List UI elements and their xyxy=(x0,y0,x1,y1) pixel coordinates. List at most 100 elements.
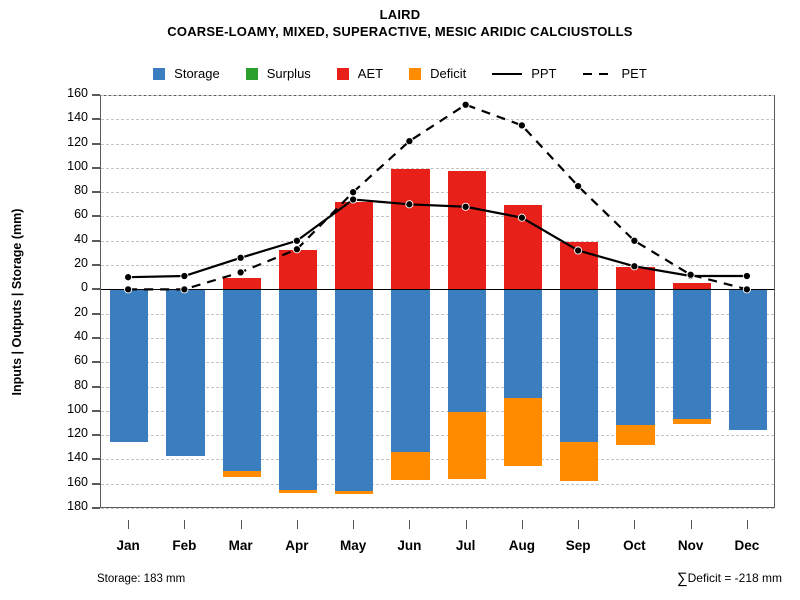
bar-deficit-may xyxy=(335,490,374,495)
bar-aet-aug xyxy=(503,205,542,291)
y-axis-tick xyxy=(92,118,100,121)
x-axis-tick xyxy=(296,520,298,529)
bar-storage-oct xyxy=(616,290,655,426)
bar-storage-jul xyxy=(447,290,486,412)
bar-deficit-jun xyxy=(391,451,430,480)
y-axis-title: Inputs | Outputs | Storage (mm) xyxy=(10,208,24,396)
y-axis-tick-label: 160 xyxy=(67,474,88,489)
y-axis-tick xyxy=(92,264,100,267)
bar-deficit-apr xyxy=(278,489,317,494)
x-axis-tick xyxy=(240,520,242,529)
y-axis-tick-label: 100 xyxy=(67,158,88,173)
legend-label: AET xyxy=(357,66,384,81)
bar-aet-jun xyxy=(391,168,430,291)
legend-item-aet[interactable]: AET xyxy=(336,66,384,81)
grid-line xyxy=(101,240,774,242)
deficit-sum-text: Deficit = -218 mm xyxy=(687,571,782,585)
grid-line xyxy=(101,119,774,121)
plot-area xyxy=(100,95,775,509)
y-axis-tick-label: 180 xyxy=(67,499,88,513)
y-axis-tick xyxy=(92,434,100,437)
chart-legend: Storage Surplus AET Deficit PPT PET xyxy=(0,66,800,81)
x-axis-label-may: May xyxy=(339,538,367,553)
bar-deficit-jul xyxy=(447,411,486,479)
x-axis-label-dec: Dec xyxy=(734,538,760,553)
y-axis-tick xyxy=(92,312,100,315)
legend-item-pet[interactable]: PET xyxy=(582,66,647,81)
y-axis-tick-label: 80 xyxy=(74,377,88,392)
grid-line xyxy=(101,216,774,218)
y-axis-tick-label: 120 xyxy=(67,134,88,149)
y-axis-tick xyxy=(92,385,100,388)
y-axis-tick xyxy=(92,507,100,509)
bar-storage-aug xyxy=(503,290,542,399)
chart-title-block: LAIRD COARSE-LOAMY, MIXED, SUPERACTIVE, … xyxy=(0,6,800,40)
legend-swatch-aet-icon xyxy=(336,67,349,80)
y-axis-tick xyxy=(92,94,100,96)
legend-label: Deficit xyxy=(430,66,467,81)
y-axis-tick xyxy=(92,336,100,339)
y-axis-tick xyxy=(92,166,100,169)
grid-line xyxy=(101,410,774,412)
grid-line xyxy=(101,265,774,267)
y-axis-tick-label: 160 xyxy=(67,86,88,100)
x-axis-label-jun: Jun xyxy=(397,538,422,553)
bar-deficit-sep xyxy=(560,442,599,482)
x-axis-label-aug: Aug xyxy=(508,538,535,553)
bar-aet-oct xyxy=(616,267,655,291)
grid-line xyxy=(101,143,774,145)
y-axis-tick xyxy=(92,482,100,485)
bar-storage-mar xyxy=(222,290,261,472)
bar-storage-jun xyxy=(391,290,430,452)
chart-subtitle: COARSE-LOAMY, MIXED, SUPERACTIVE, MESIC … xyxy=(167,24,633,39)
bar-deficit-mar xyxy=(222,471,261,478)
y-axis-tick xyxy=(92,409,100,412)
legend-item-ppt[interactable]: PPT xyxy=(492,66,557,81)
grid-line xyxy=(101,95,774,96)
bar-storage-dec xyxy=(728,290,767,431)
y-axis-tick-label: 20 xyxy=(74,256,88,271)
zero-axis-line xyxy=(101,289,774,291)
grid-line xyxy=(101,483,774,485)
y-axis-tick-label: 140 xyxy=(67,450,88,465)
x-axis-tick xyxy=(521,520,523,529)
x-axis-tick xyxy=(634,520,636,529)
x-axis-label-feb: Feb xyxy=(172,538,197,553)
bar-aet-apr xyxy=(278,250,317,291)
legend-label: PET xyxy=(621,66,647,81)
y-axis-tick-label: 40 xyxy=(74,231,88,246)
deficit-sum-note: ∑Deficit = -218 mm xyxy=(677,570,782,587)
legend-item-surplus[interactable]: Surplus xyxy=(245,66,311,81)
legend-label: PPT xyxy=(531,66,557,81)
x-axis-tick xyxy=(465,520,467,529)
x-axis-tick xyxy=(690,520,692,529)
y-axis-tick xyxy=(92,142,100,145)
grid-line xyxy=(101,192,774,194)
x-axis-label-jan: Jan xyxy=(116,538,140,553)
x-axis-label-mar: Mar xyxy=(228,538,253,553)
y-axis-tick-label: 80 xyxy=(74,183,88,198)
y-axis-tick xyxy=(92,239,100,242)
x-axis-label-jul: Jul xyxy=(455,538,476,553)
storage-note: Storage: 183 mm xyxy=(97,573,186,585)
y-axis-tick xyxy=(92,215,100,218)
legend-label: Surplus xyxy=(266,66,311,81)
grid-line xyxy=(101,386,774,388)
y-axis-tick xyxy=(92,458,100,461)
legend-item-deficit[interactable]: Deficit xyxy=(409,66,466,81)
legend-item-storage[interactable]: Storage xyxy=(153,66,220,81)
sigma-icon: ∑ xyxy=(676,570,688,587)
bar-deficit-oct xyxy=(616,425,655,445)
y-axis-tick-label: 20 xyxy=(74,304,88,319)
grid-line xyxy=(101,435,774,437)
grid-line xyxy=(101,508,774,509)
grid-line xyxy=(101,459,774,461)
y-axis-tick xyxy=(92,361,100,364)
y-axis-tick xyxy=(92,288,100,291)
x-axis-tick xyxy=(128,520,130,529)
grid-line xyxy=(101,362,774,364)
y-axis-tick-label: 60 xyxy=(74,353,88,368)
legend-label: Storage xyxy=(174,66,220,81)
y-axis-tick-label: 120 xyxy=(67,426,88,441)
